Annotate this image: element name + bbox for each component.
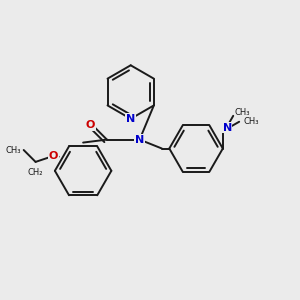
Text: O: O [86,120,95,130]
Text: CH₃: CH₃ [235,108,250,117]
Text: CH₃: CH₃ [5,146,21,154]
Text: N: N [223,123,232,133]
Text: N: N [126,114,135,124]
Text: CH₂: CH₂ [28,168,43,177]
Text: CH₃: CH₃ [244,117,259,126]
Text: N: N [135,135,144,145]
Text: O: O [49,151,58,161]
